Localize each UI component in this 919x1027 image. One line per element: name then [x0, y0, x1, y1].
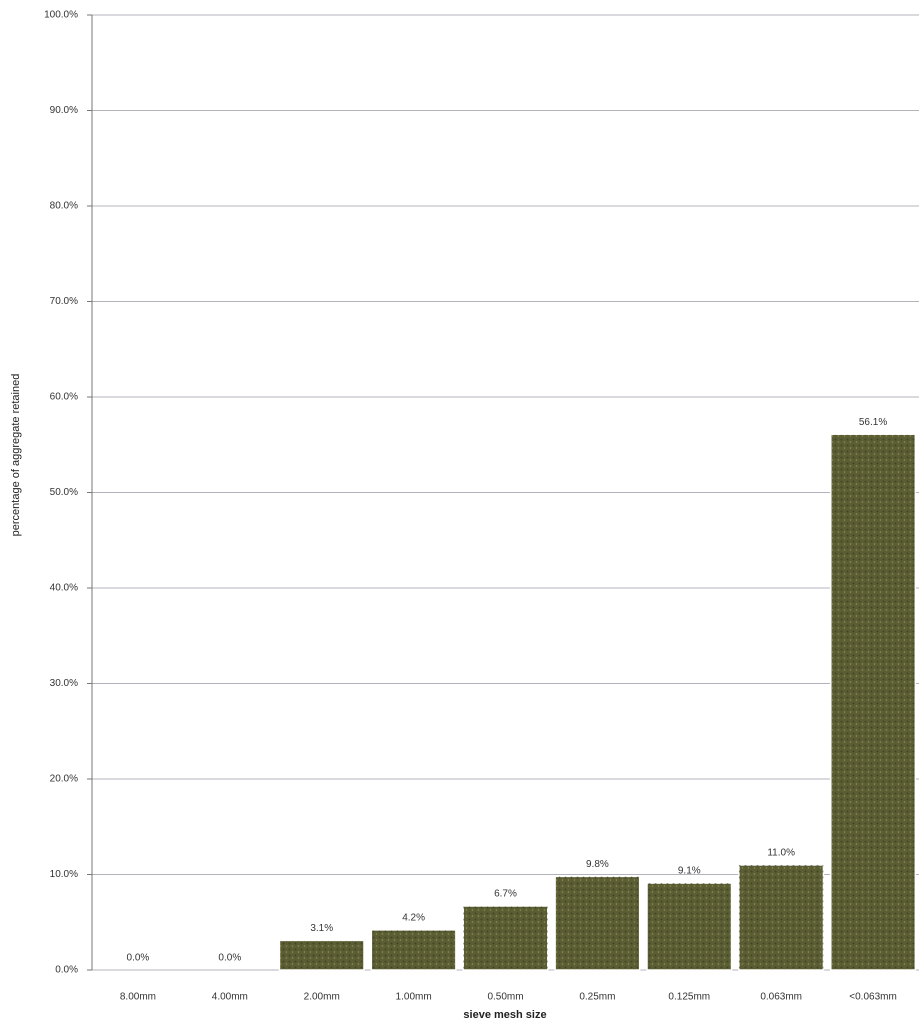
value-label: 9.1%: [678, 866, 701, 877]
y-tick-label: 90.0%: [50, 105, 78, 116]
value-label: 4.2%: [402, 913, 425, 924]
value-label: 0.0%: [127, 953, 150, 964]
y-tick-label: 80.0%: [50, 201, 78, 212]
y-tick-label: 0.0%: [55, 965, 78, 976]
y-tick-label: 30.0%: [50, 678, 78, 689]
value-label: 6.7%: [494, 889, 517, 900]
y-axis-title: percentage of aggregate retained: [10, 374, 22, 537]
x-tick-label: 2.00mm: [304, 992, 340, 1003]
bar-texture: [555, 876, 640, 970]
y-tick-label: 70.0%: [50, 296, 78, 307]
x-tick-label: 0.063mm: [760, 992, 802, 1003]
x-tick-label: 8.00mm: [120, 992, 156, 1003]
value-label: 56.1%: [859, 417, 887, 428]
y-tick-label: 40.0%: [50, 583, 78, 594]
x-tick-label: 4.00mm: [212, 992, 248, 1003]
x-tick-label: 0.125mm: [668, 992, 710, 1003]
bar-texture: [830, 434, 916, 970]
value-label: 3.1%: [310, 923, 333, 934]
value-label: 9.8%: [586, 859, 609, 870]
x-tick-label: <0.063mm: [849, 992, 897, 1003]
bar-texture: [463, 906, 548, 970]
y-tick-label: 20.0%: [50, 774, 78, 785]
bar-texture: [371, 929, 456, 970]
bar-texture: [738, 864, 824, 970]
x-tick-label: 0.25mm: [579, 992, 615, 1003]
y-tick-label: 10.0%: [50, 869, 78, 880]
y-tick-label: 50.0%: [50, 487, 78, 498]
x-tick-label: 0.50mm: [487, 992, 523, 1003]
value-label: 11.0%: [767, 848, 795, 859]
y-tick-label: 60.0%: [50, 392, 78, 403]
bar-texture: [279, 940, 364, 970]
bar-texture: [647, 883, 732, 970]
value-label: 0.0%: [218, 953, 241, 964]
x-axis-title: sieve mesh size: [463, 1009, 546, 1021]
x-tick-label: 1.00mm: [396, 992, 432, 1003]
y-tick-label: 100.0%: [44, 10, 78, 21]
